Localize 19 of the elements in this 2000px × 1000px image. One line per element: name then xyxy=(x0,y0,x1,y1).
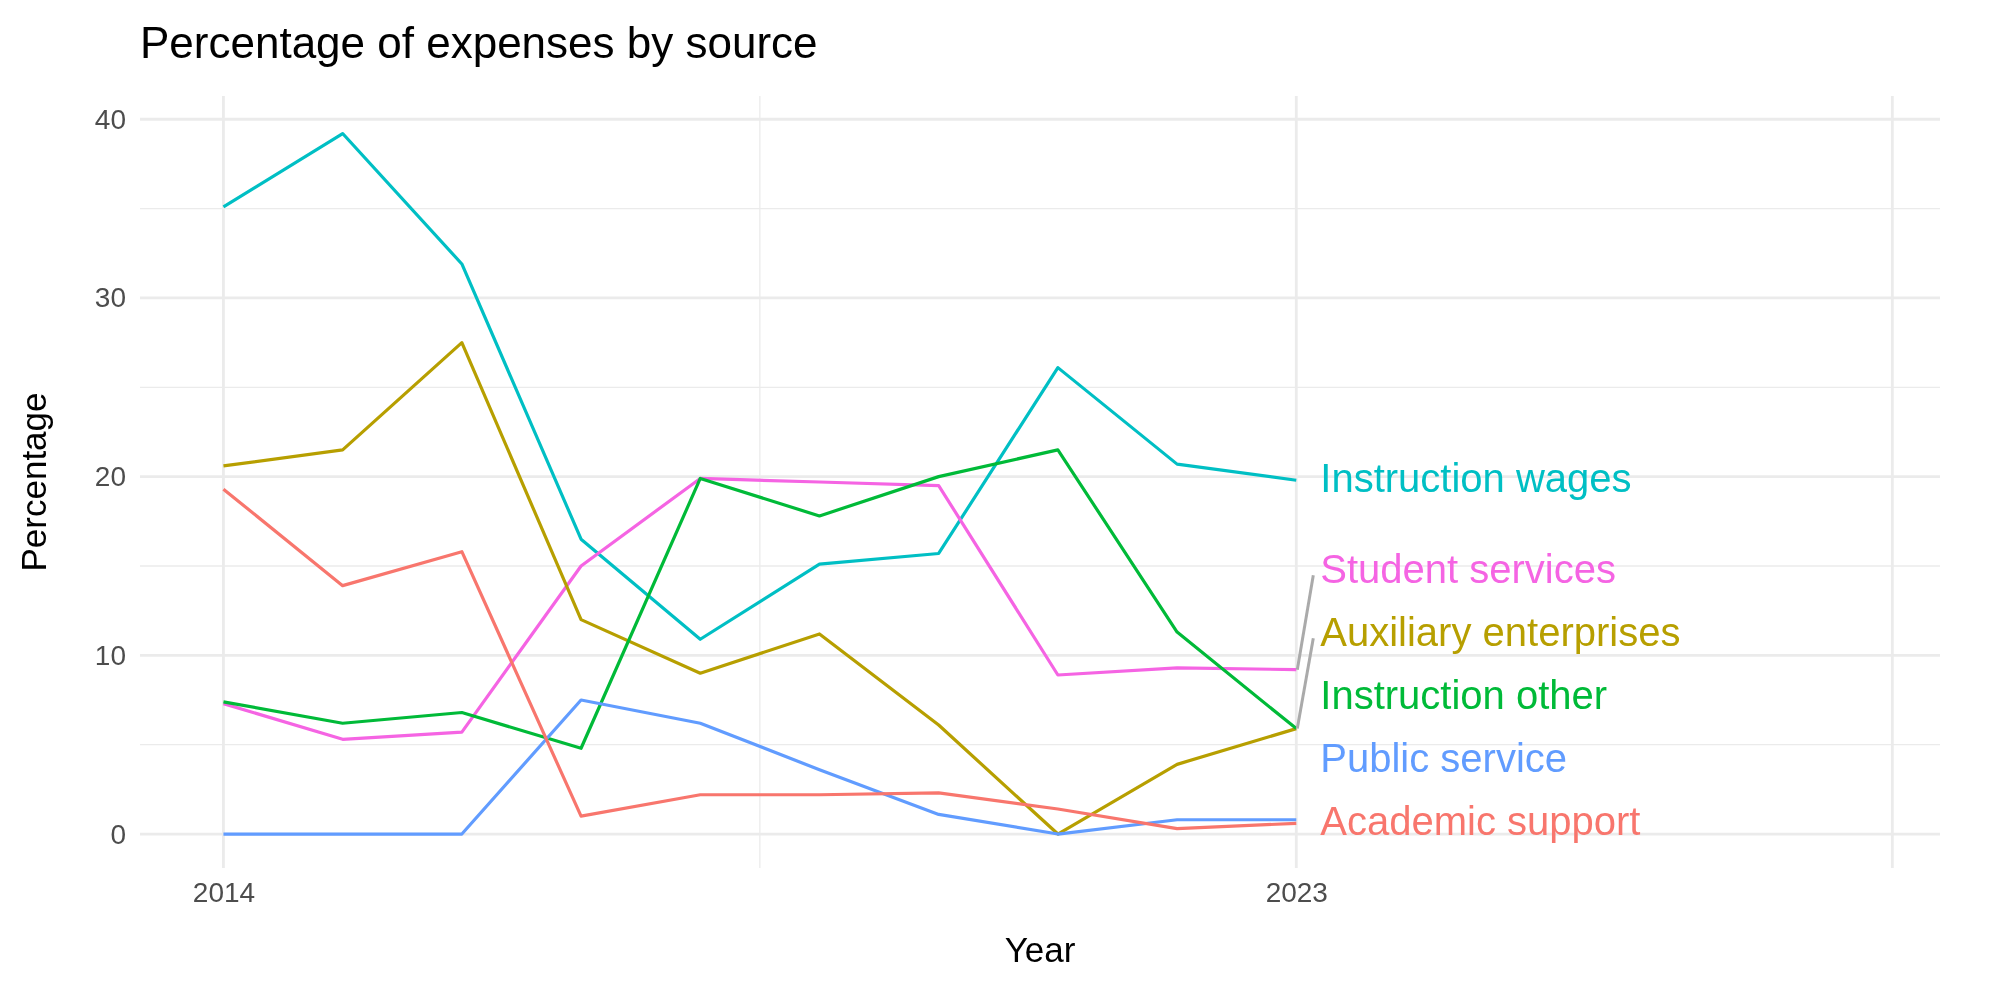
series-label: Auxiliary enterprises xyxy=(1320,610,1681,655)
line-series xyxy=(221,131,1298,641)
y-tick-label: 0 xyxy=(110,818,126,850)
y-axis-title: Percentage xyxy=(14,392,53,572)
series-label: Academic support xyxy=(1320,799,1641,844)
y-tick-label: 40 xyxy=(94,103,126,135)
series-label: Public service xyxy=(1320,736,1568,781)
text: Student services xyxy=(1320,547,1616,592)
y-tick-label: 30 xyxy=(94,282,126,314)
x-tick-label: 2023 xyxy=(1265,876,1328,908)
line-series xyxy=(221,487,1298,831)
y-tick-label: 10 xyxy=(94,639,126,671)
x-axis-title: Year xyxy=(1004,930,1076,969)
chart-title: Percentage of expenses by source xyxy=(140,18,818,67)
series-label: Instruction other xyxy=(1320,673,1608,718)
y-tick-label: 20 xyxy=(94,461,126,493)
x-tick-label: 2014 xyxy=(192,876,256,908)
line-series xyxy=(221,698,1298,836)
series-label: Instruction wages xyxy=(1320,456,1632,501)
